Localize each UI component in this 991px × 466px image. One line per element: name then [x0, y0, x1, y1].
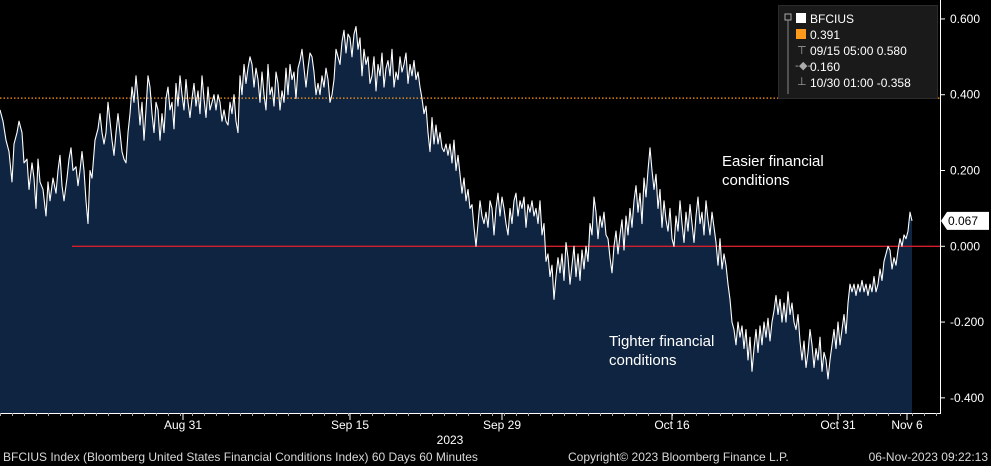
last-value-marker: 0.067 [941, 211, 989, 230]
x-ticks: Aug 31 Sep 15 Sep 29 Oct 16 Oct 31 Nov 6 2023 [0, 413, 937, 447]
x-tick-label: Sep 29 [483, 418, 521, 432]
area-layer [0, 26, 912, 413]
legend-low-icon: ⊥ [797, 75, 807, 88]
annotation-tighter-line1: Tighter financial [609, 333, 715, 350]
annotation-easier-line2: conditions [722, 172, 790, 189]
y-tick-label: 0.400 [950, 88, 980, 102]
annotation-easier-line1: Easier financial [722, 153, 824, 170]
last-value-label: 0.067 [948, 214, 978, 228]
footer-copyright: Copyright© 2023 Bloomberg Finance L.P. [568, 450, 789, 464]
legend-ticker: BFCIUS [810, 12, 855, 26]
footer-timestamp: 06-Nov-2023 09:22:13 [868, 450, 988, 464]
annotation-tighter: Tighter financial conditions [609, 332, 714, 370]
legend-mid-icon: -◆- [795, 59, 811, 72]
y-ticks: 0.600 0.400 0.200 0.000 -0.200 -0.400 [940, 12, 984, 405]
legend-avg-value: 0.391 [810, 28, 841, 42]
x-tick-label: Oct 31 [820, 418, 856, 432]
legend-collapse-icon[interactable] [784, 13, 792, 21]
x-tick-label: Sep 15 [331, 418, 369, 432]
series-area [0, 26, 912, 413]
y-tick-label: -0.200 [950, 315, 984, 329]
legend-mid-value: 0.160 [810, 60, 841, 74]
legend-avg-swatch [796, 29, 806, 39]
legend-high: 09/15 05:00 0.580 [810, 44, 907, 58]
annotation-easier: Easier financial conditions [722, 152, 824, 190]
y-tick-label: 0.600 [950, 12, 980, 26]
legend-glyphs: ⊤ -◆- ⊥ [784, 13, 811, 94]
legend-series-swatch [796, 13, 806, 23]
y-tick-label: -0.400 [950, 391, 984, 405]
y-tick-label: 0.000 [950, 239, 980, 253]
x-tick-label: Oct 16 [654, 418, 690, 432]
x-tick-label: Nov 6 [891, 418, 923, 432]
reference-lines [0, 97, 940, 247]
legend-high-icon: ⊤ [797, 44, 807, 57]
series-line [0, 25, 913, 380]
x-tick-label: Aug 31 [164, 418, 202, 432]
legend-low: 10/30 01:00 -0.358 [810, 76, 911, 90]
last-value-tag [941, 211, 989, 230]
series-line-layer [0, 25, 913, 380]
legend-box: ⊤ -◆- ⊥ BFCIUS 0.391 09/15 05:00 0.580 0… [778, 5, 938, 99]
annotation-tighter-line2: conditions [609, 352, 677, 369]
x-year-label: 2023 [437, 433, 464, 447]
y-tick-label: 0.200 [950, 164, 980, 178]
footer-description: BFCIUS Index (Bloomberg United States Fi… [3, 450, 478, 464]
